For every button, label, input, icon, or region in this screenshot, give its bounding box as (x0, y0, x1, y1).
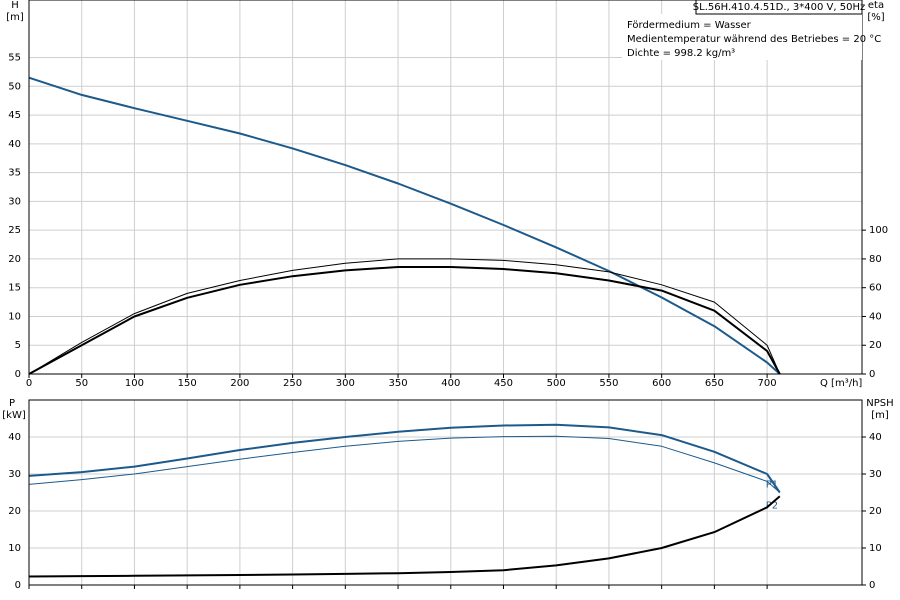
y-tick-label: 20 (8, 254, 21, 265)
y2-unit: [m] (871, 410, 889, 421)
y-tick-label: 15 (8, 283, 21, 294)
x-tick-label: 300 (336, 378, 355, 389)
y-tick-label: 25 (8, 225, 21, 236)
y-label: H (11, 0, 19, 11)
x-tick-label: 200 (230, 378, 249, 389)
y-unit: [m] (6, 12, 24, 23)
x-tick-label: 0 (26, 378, 32, 389)
x-tick-label: 400 (441, 378, 460, 389)
y-tick-label: 30 (8, 469, 21, 480)
y2-tick-label: 100 (869, 225, 888, 236)
y-tick-label: 45 (8, 110, 21, 121)
annotation: Fördermedium = Wasser (627, 20, 752, 31)
y-tick-label: 10 (8, 543, 21, 554)
x-tick-label: 350 (389, 378, 408, 389)
info-box (622, 14, 862, 60)
curve (28, 423, 781, 494)
y-tick-label: 40 (8, 139, 21, 150)
y2-tick-label: 10 (869, 543, 882, 554)
x-tick-label: 550 (599, 378, 618, 389)
curve (28, 495, 781, 578)
annotation: Dichte = 998.2 kg/m³ (627, 48, 735, 59)
x-tick-label: 600 (652, 378, 671, 389)
y2-tick-label: 60 (869, 283, 882, 294)
x-tick-label: 150 (178, 378, 197, 389)
top-frame (28, 0, 863, 375)
x-label: Q [m³/h] (820, 378, 862, 389)
y-tick-label: 10 (8, 311, 21, 322)
y2-label: eta (868, 0, 884, 11)
series-label: P2 (766, 501, 778, 512)
y2-tick-label: 30 (869, 469, 882, 480)
y2-tick-label: 40 (869, 311, 882, 322)
y-tick-label: 0 (15, 369, 21, 380)
curve (28, 76, 781, 375)
y-tick-label: 50 (8, 81, 21, 92)
y2-tick-label: 0 (869, 580, 875, 591)
x-tick-label: 450 (494, 378, 513, 389)
y2-tick-label: 80 (869, 254, 882, 265)
y-tick-label: 55 (8, 53, 21, 64)
y-tick-label: 40 (8, 432, 21, 443)
y2-tick-label: 20 (869, 340, 882, 351)
y2-tick-label: 20 (869, 506, 882, 517)
curve (28, 435, 781, 493)
x-tick-label: 650 (705, 378, 724, 389)
y-tick-label: 35 (8, 168, 21, 179)
y-tick-label: 0 (15, 580, 21, 591)
title-box (695, 0, 863, 15)
y-label: P (9, 398, 15, 409)
y-unit: [kW] (2, 410, 26, 421)
bottom-frame (28, 399, 863, 586)
curve (28, 258, 781, 375)
chart-title: SL.56H.410.4.51D., 3*400 V, 50Hz (693, 2, 865, 13)
x-tick-label: 250 (283, 378, 302, 389)
y2-tick-label: 40 (869, 432, 882, 443)
x-tick-label: 50 (75, 378, 88, 389)
y-tick-label: 5 (15, 340, 21, 351)
y2-unit: [%] (867, 12, 884, 23)
x-tick-label: 700 (758, 378, 777, 389)
annotation: Medientemperatur während des Betriebes =… (627, 34, 881, 45)
x-tick-label: 100 (125, 378, 144, 389)
y-tick-label: 30 (8, 196, 21, 207)
x-tick-label: 500 (547, 378, 566, 389)
y2-label: NPSH (866, 398, 893, 409)
y-tick-label: 20 (8, 506, 21, 517)
y2-tick-label: 0 (869, 369, 875, 380)
curve (28, 266, 781, 375)
